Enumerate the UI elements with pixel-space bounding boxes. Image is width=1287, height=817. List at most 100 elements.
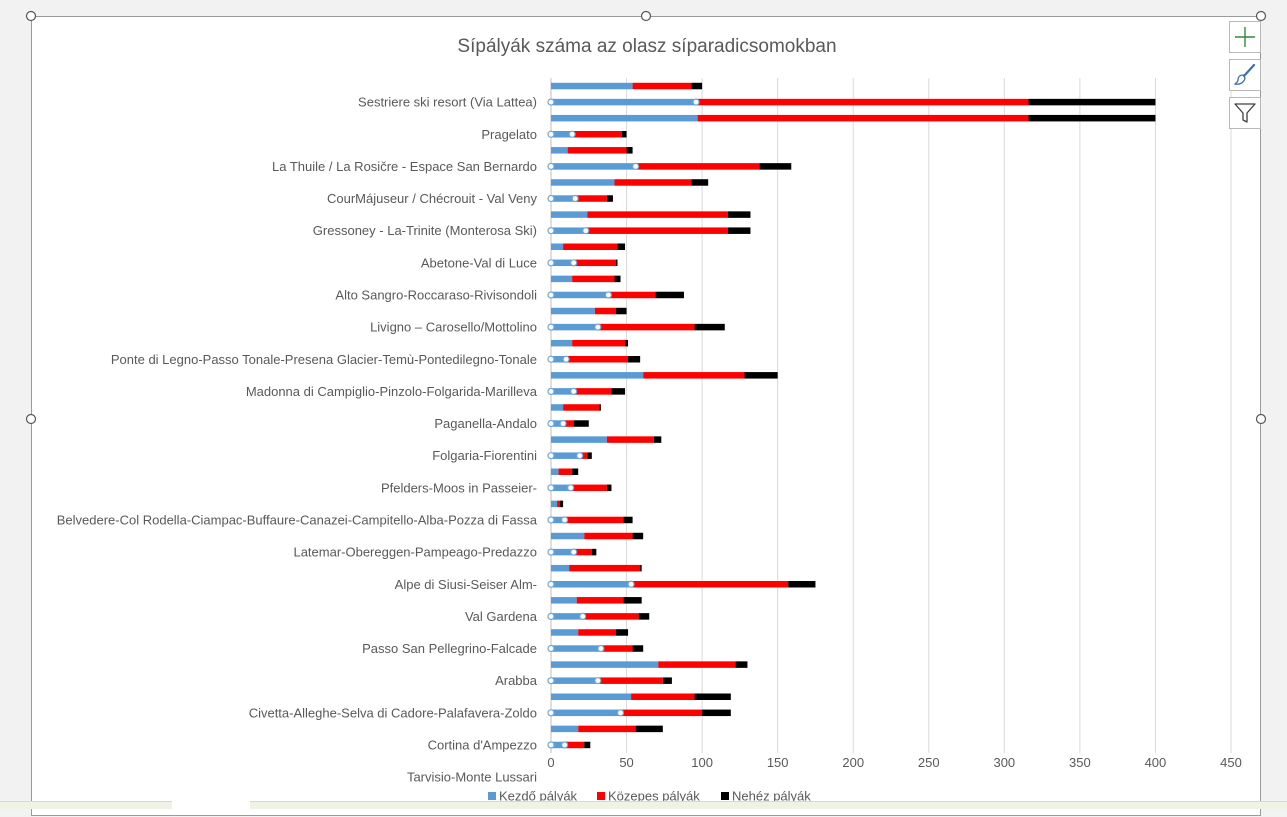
bar-nehez[interactable] xyxy=(788,581,816,588)
bar-kezdo[interactable] xyxy=(551,307,595,315)
bar-kozepes[interactable] xyxy=(632,82,692,90)
bar-kezdo[interactable] xyxy=(551,388,574,395)
bar-kezdo[interactable] xyxy=(551,114,698,122)
bar-kezdo[interactable] xyxy=(551,372,644,379)
bar-kozepes[interactable] xyxy=(606,436,654,443)
bar-kezdo[interactable] xyxy=(551,629,579,636)
bar-kezdo[interactable] xyxy=(551,436,607,443)
bar-kozepes[interactable] xyxy=(575,195,607,202)
bar-kozepes[interactable] xyxy=(572,131,623,138)
chart-filters-button[interactable] xyxy=(1229,97,1261,129)
bar-kozepes[interactable] xyxy=(578,629,616,636)
bar-kozepes[interactable] xyxy=(631,581,789,588)
bar-kozepes[interactable] xyxy=(558,468,573,476)
bar-nehez[interactable] xyxy=(702,709,731,717)
bar-nehez[interactable] xyxy=(1028,114,1156,122)
bar-kozepes[interactable] xyxy=(631,693,695,701)
bar-nehez[interactable] xyxy=(625,339,629,347)
bar-kozepes[interactable] xyxy=(697,114,1029,122)
bar-nehez[interactable] xyxy=(587,452,592,459)
add-chart-element-button[interactable] xyxy=(1229,21,1261,53)
bar-kezdo[interactable] xyxy=(551,404,564,411)
bar-kozepes[interactable] xyxy=(564,741,585,749)
bar-kezdo[interactable] xyxy=(551,211,588,218)
bar-nehez[interactable] xyxy=(744,372,778,379)
bar-kezdo[interactable] xyxy=(551,709,621,717)
bar-kozepes[interactable] xyxy=(572,339,626,347)
bar-nehez[interactable] xyxy=(611,388,626,395)
bar-kezdo[interactable] xyxy=(551,677,598,684)
bar-kezdo[interactable] xyxy=(551,179,615,186)
bar-kozepes[interactable] xyxy=(578,725,636,733)
bar-kezdo[interactable] xyxy=(551,468,559,476)
bar-kozepes[interactable] xyxy=(658,661,736,668)
bar-kezdo[interactable] xyxy=(551,693,632,701)
bar-kozepes[interactable] xyxy=(635,163,760,170)
bar-kozepes[interactable] xyxy=(566,356,629,363)
bar-nehez[interactable] xyxy=(655,291,684,299)
bar-nehez[interactable] xyxy=(727,211,751,218)
bar-nehez[interactable] xyxy=(662,677,672,684)
bar-kezdo[interactable] xyxy=(551,339,573,347)
legend-entry[interactable]: Nehéz pályák xyxy=(732,789,811,804)
bar-kezdo[interactable] xyxy=(551,452,580,459)
legend[interactable]: Kezdő pályák Közepes pályák Nehéz pályák xyxy=(488,789,811,804)
bar-nehez[interactable] xyxy=(727,227,751,234)
bar-nehez[interactable] xyxy=(615,259,618,267)
bar-kezdo[interactable] xyxy=(551,500,558,508)
bar-kezdo[interactable] xyxy=(551,163,636,170)
bar-kozepes[interactable] xyxy=(557,500,561,508)
bar-kozepes[interactable] xyxy=(569,564,641,572)
plot-area[interactable] xyxy=(551,82,1156,749)
bar-kezdo[interactable] xyxy=(551,98,697,106)
bar-kezdo[interactable] xyxy=(551,195,576,202)
bar-nehez[interactable] xyxy=(735,661,748,668)
bar-kezdo[interactable] xyxy=(551,597,577,604)
bar-kezdo[interactable] xyxy=(551,661,659,668)
bar-kezdo[interactable] xyxy=(551,532,585,540)
bar-nehez[interactable] xyxy=(632,645,644,652)
bar-kezdo[interactable] xyxy=(551,516,565,524)
bar-kozepes[interactable] xyxy=(563,420,574,427)
bar-nehez[interactable] xyxy=(694,323,725,331)
bar-nehez[interactable] xyxy=(653,436,662,443)
bar-nehez[interactable] xyxy=(622,131,627,138)
bar-kezdo[interactable] xyxy=(551,484,571,492)
bar-kozepes[interactable] xyxy=(573,548,592,556)
bar-kozepes[interactable] xyxy=(564,516,624,524)
bar-kezdo[interactable] xyxy=(551,227,586,234)
bar-kozepes[interactable] xyxy=(563,243,618,251)
bar-kozepes[interactable] xyxy=(597,323,695,331)
bar-kezdo[interactable] xyxy=(551,131,573,138)
bar-nehez[interactable] xyxy=(638,613,650,620)
bar-nehez[interactable] xyxy=(606,484,612,492)
bar-kezdo[interactable] xyxy=(551,548,574,556)
bar-nehez[interactable] xyxy=(623,516,633,524)
bar-kezdo[interactable] xyxy=(551,275,573,283)
bar-kezdo[interactable] xyxy=(551,420,564,427)
bar-nehez[interactable] xyxy=(691,179,709,186)
bar-kozepes[interactable] xyxy=(576,597,624,604)
bar-nehez[interactable] xyxy=(573,420,589,427)
bar-kezdo[interactable] xyxy=(551,243,564,251)
bar-kozepes[interactable] xyxy=(585,227,728,234)
bar-kezdo[interactable] xyxy=(551,581,632,588)
bar-kezdo[interactable] xyxy=(551,564,570,572)
bar-kozepes[interactable] xyxy=(614,179,692,186)
bar-kozepes[interactable] xyxy=(696,98,1029,106)
bar-kozepes[interactable] xyxy=(608,291,656,299)
bar-nehez[interactable] xyxy=(560,500,564,508)
bar-kezdo[interactable] xyxy=(551,645,601,652)
bar-kozepes[interactable] xyxy=(594,307,616,315)
bar-nehez[interactable] xyxy=(617,243,626,251)
bar-nehez[interactable] xyxy=(626,147,633,154)
legend-entry[interactable]: Közepes pályák xyxy=(608,789,700,804)
bar-nehez[interactable] xyxy=(606,195,613,202)
chart-title[interactable]: Sípályák száma az olasz síparadicsomokba… xyxy=(457,36,836,57)
bar-nehez[interactable] xyxy=(694,693,731,701)
category-axis[interactable]: Sestriere ski resort (Via Lattea) Pragela… xyxy=(57,95,538,785)
bar-kezdo[interactable] xyxy=(551,741,565,749)
bar-kezdo[interactable] xyxy=(551,259,574,267)
bar-nehez[interactable] xyxy=(599,404,601,411)
bar-nehez[interactable] xyxy=(615,307,627,315)
